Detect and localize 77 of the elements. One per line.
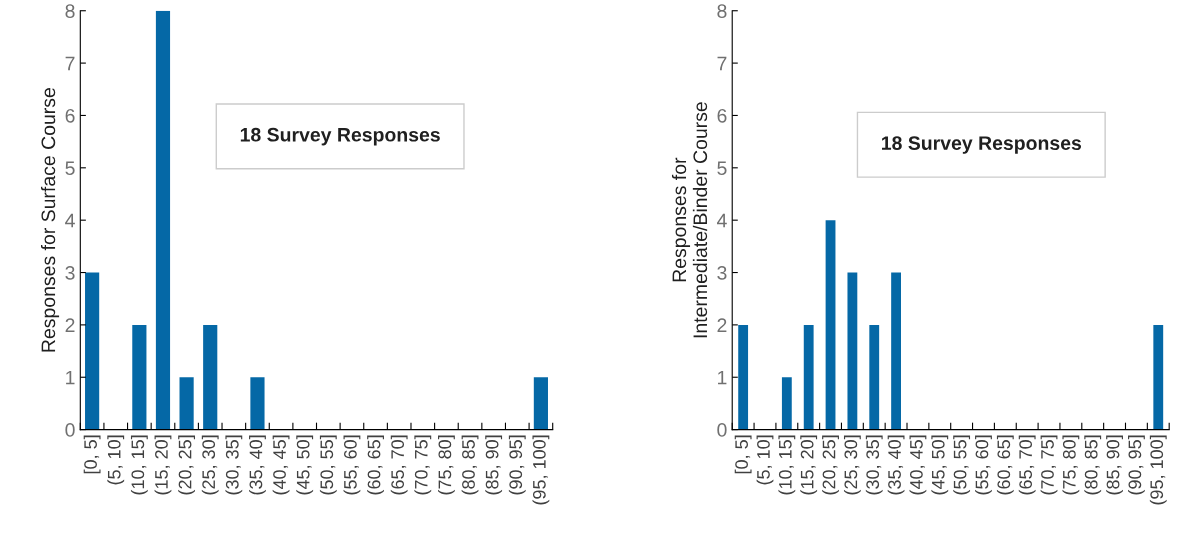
x-tick-label: (80, 85] — [461, 435, 479, 495]
x-tick-label: (45, 50] — [931, 435, 949, 495]
y-tick-label: 2 — [717, 318, 727, 332]
bar — [803, 324, 814, 430]
x-tick-label: (60, 65] — [367, 435, 384, 495]
x-tick-label: (30, 35] — [865, 435, 883, 495]
bar — [781, 377, 792, 430]
y-tick-label: 2 — [65, 318, 75, 332]
y-tick-label: 4 — [65, 213, 75, 228]
x-tick-label: (30, 35] — [225, 435, 243, 495]
x-tick-label: (90, 95] — [508, 435, 526, 495]
bar — [869, 324, 880, 430]
x-tick-label: (85, 90] — [1106, 435, 1123, 495]
x-tick-label: (85, 90] — [485, 435, 503, 495]
y-axis-title: Responses for Intermediate/Binder Course — [671, 102, 708, 338]
x-tick-label: (45, 50] — [296, 435, 314, 495]
x-tick-label: (55, 60] — [343, 435, 361, 495]
y-tick-label: 6 — [717, 108, 727, 123]
bar — [203, 324, 218, 430]
y-tick-label: 1 — [718, 370, 727, 385]
x-tick-label: (5, 10] — [756, 435, 774, 485]
bar — [738, 324, 749, 430]
x-tick-label: (40, 45] — [909, 435, 927, 495]
x-tick-label: (15, 20] — [800, 435, 818, 495]
bar — [1153, 324, 1164, 430]
x-tick-label: (55, 60] — [975, 435, 992, 495]
bar — [533, 377, 548, 430]
x-tick-label: (75, 80] — [438, 435, 455, 495]
bar — [85, 272, 100, 430]
x-tick-label: (40, 45] — [272, 435, 290, 495]
annotation: 18 Survey Responses — [882, 136, 1082, 154]
y-tick-label: 6 — [65, 108, 75, 123]
x-tick-label: (90, 95] — [1128, 435, 1145, 495]
bar — [179, 377, 194, 430]
y-tick-label: 5 — [65, 161, 75, 176]
x-tick-label: (60, 65] — [996, 435, 1014, 495]
x-tick-label: (15, 20] — [154, 435, 172, 495]
x-tick-label: (50, 55] — [953, 435, 971, 495]
x-tick-label: (80, 85] — [1084, 435, 1102, 495]
x-tick-label: (35, 40] — [249, 435, 266, 495]
y-tick-label: 1 — [66, 370, 75, 385]
bar — [847, 272, 858, 430]
y-tick-label: 0 — [717, 423, 727, 437]
bar — [132, 324, 147, 430]
x-tick-label: (50, 55] — [319, 435, 337, 495]
x-tick-label: (10, 15] — [778, 435, 796, 495]
x-tick-label: (20, 25] — [178, 435, 196, 495]
x-tick-label: [0, 5] — [734, 435, 752, 474]
y-tick-label: 4 — [716, 213, 727, 228]
x-tick-label: (70, 75] — [1040, 435, 1058, 495]
annotation: 18 Survey Responses — [240, 127, 440, 146]
y-tick-label: 3 — [65, 266, 75, 280]
y-tick-label: 8 — [65, 4, 75, 18]
x-tick-label: (95, 100] — [532, 435, 550, 505]
y-tick-label: 0 — [65, 423, 75, 437]
bar — [891, 272, 901, 430]
x-tick-label: (10, 15] — [130, 435, 148, 495]
x-tick-label: [0, 5] — [83, 435, 101, 474]
x-tick-label: (5, 10] — [107, 435, 125, 485]
bar — [825, 220, 836, 430]
y-tick-label: 3 — [717, 266, 727, 280]
x-tick-label: (70, 75] — [414, 435, 432, 495]
x-tick-label: (75, 80] — [1062, 435, 1080, 495]
bar — [155, 10, 171, 430]
x-tick-label: (95, 100] — [1149, 435, 1167, 505]
y-tick-label: 5 — [717, 161, 727, 176]
y-tick-label: 7 — [65, 56, 75, 71]
x-tick-label: (25, 30] — [843, 435, 861, 495]
x-tick-label: (25, 30] — [201, 435, 219, 495]
x-tick-label: (35, 40] — [887, 435, 905, 495]
bar — [250, 377, 265, 430]
y-tick-label: 8 — [717, 4, 727, 18]
x-tick-label: (65, 70] — [1018, 435, 1036, 495]
x-tick-label: (65, 70] — [390, 435, 408, 495]
y-tick-label: 7 — [717, 56, 727, 71]
y-axis-title: Responses for Surface Course — [40, 88, 60, 352]
x-tick-label: (20, 25] — [822, 435, 839, 495]
